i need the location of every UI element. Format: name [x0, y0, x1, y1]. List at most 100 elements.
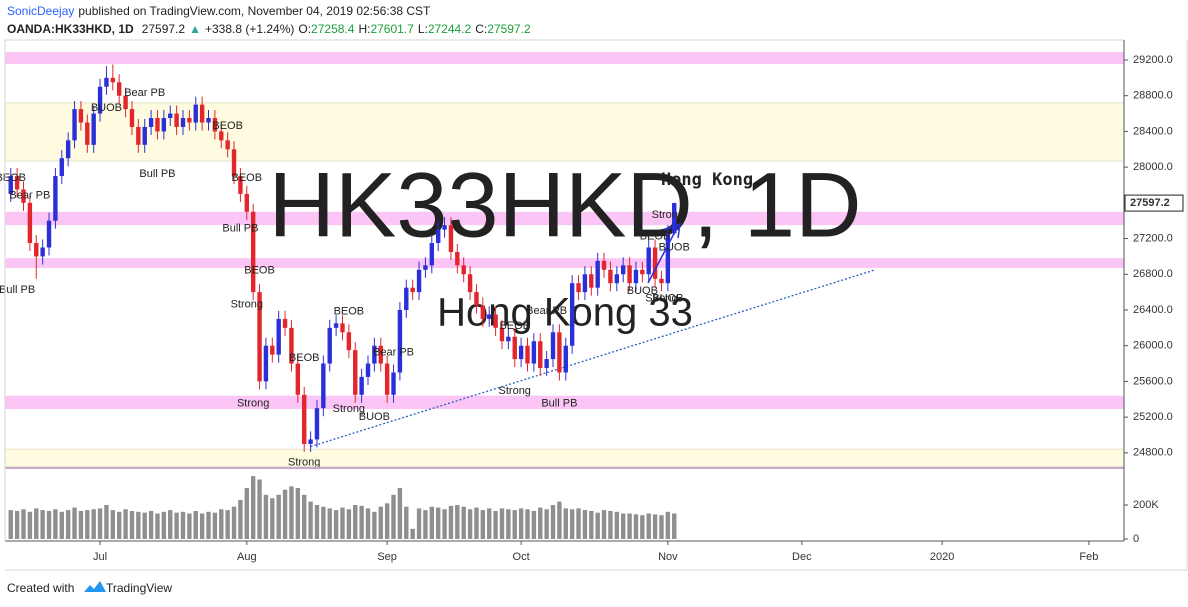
footer-text: Created with [7, 581, 74, 595]
annotation: Bull PB [222, 223, 258, 235]
volume-bar [404, 506, 409, 539]
volume-bar [531, 510, 537, 539]
annotation: BUOB [652, 292, 683, 304]
candle-body [563, 345, 568, 373]
candle-body [569, 283, 575, 346]
candle-body [404, 287, 409, 310]
zones [4, 51, 1125, 467]
candle-body [148, 118, 154, 127]
candle-body [34, 243, 39, 257]
volume-bar [289, 486, 294, 539]
volume-bar [423, 510, 428, 539]
zone [4, 448, 1125, 467]
candle-body [168, 113, 173, 119]
annotation: Strong [237, 398, 269, 410]
volume-bar [487, 508, 492, 539]
change: +338.8 (+1.24%) [205, 22, 294, 36]
volume-bar [346, 509, 352, 539]
candle-body [531, 341, 537, 364]
volume-bar [59, 511, 64, 539]
candle-body [652, 247, 658, 279]
annotation: BEOB [640, 231, 671, 243]
annotation: BEOB [212, 120, 243, 132]
candle-body [199, 104, 205, 123]
volume-bar [461, 506, 466, 539]
candle-body [448, 225, 454, 252]
candle-body [104, 77, 109, 87]
volume-bar [652, 514, 658, 539]
candle-body [129, 109, 135, 127]
candle-body [295, 363, 301, 395]
ohlc-value: 27601.7 [370, 22, 414, 36]
volume-bar [327, 508, 332, 539]
candle-body [123, 95, 128, 110]
volume-bar [212, 512, 218, 539]
volume-bar [263, 494, 269, 539]
volume-bar [429, 506, 435, 539]
volume-bar [391, 494, 396, 539]
y-tick-label: 26000.0 [1133, 340, 1173, 352]
volume-bar [65, 510, 71, 539]
candle-body [14, 176, 20, 190]
candle-body [384, 363, 390, 395]
volume-bar [78, 510, 84, 539]
volume-bar [257, 479, 262, 539]
annotation: BUOB [659, 241, 690, 253]
volume-bar [110, 510, 116, 539]
ohlc-value: 27597.2 [487, 22, 531, 36]
candle-body [429, 243, 435, 266]
volume-bar [199, 513, 205, 539]
volume-bar [372, 511, 377, 539]
volume-bar [21, 509, 26, 539]
candle-body [614, 274, 620, 284]
volume-bar [365, 508, 371, 539]
candle-body [378, 345, 383, 364]
volume-bar [129, 510, 135, 539]
candle-body [480, 305, 486, 319]
candle-body [142, 126, 147, 145]
last-price-label: 27597.2 [1130, 197, 1170, 209]
candle-body [282, 318, 288, 328]
author[interactable]: SonicDeejay [7, 4, 74, 18]
candle-body [174, 113, 179, 127]
volume-bar [672, 513, 677, 539]
candle-body [289, 327, 294, 364]
footer-brand[interactable]: TradingView [106, 581, 172, 595]
annotation: Strong [288, 457, 320, 469]
y-tick-label: 29200.0 [1133, 54, 1173, 66]
candle-body [365, 363, 371, 377]
volume-bar [295, 488, 301, 539]
candle-body [576, 283, 581, 293]
volume-bar [219, 509, 224, 539]
volume-bar [659, 515, 664, 539]
volume-bar [576, 508, 581, 539]
volume-bar [238, 499, 243, 539]
candle-body [601, 260, 607, 270]
volume-bar [161, 511, 167, 539]
candle-body [91, 113, 96, 145]
y-tick-label: 26400.0 [1133, 304, 1173, 316]
volume-bar [608, 510, 613, 539]
volume-bar [85, 510, 90, 539]
candle-body [263, 345, 269, 382]
zone [4, 102, 1125, 162]
ohlc-value: 27244.2 [428, 22, 472, 36]
volume-bar [244, 488, 249, 539]
candle-body [461, 265, 466, 275]
candle-body [659, 278, 664, 284]
candle-body [59, 158, 64, 177]
volume-bar [34, 508, 39, 539]
candle-body [518, 345, 524, 360]
volume-bar [601, 510, 607, 539]
candle-body [512, 336, 517, 360]
volume-bar [442, 509, 447, 539]
candle-body [550, 332, 556, 360]
volume-bar [353, 505, 358, 539]
volume-bar [53, 509, 58, 539]
candle-body [646, 247, 651, 275]
candle-body [136, 126, 141, 145]
trendline [310, 269, 876, 448]
volume-bar [550, 505, 556, 539]
volume-bar [8, 510, 13, 539]
